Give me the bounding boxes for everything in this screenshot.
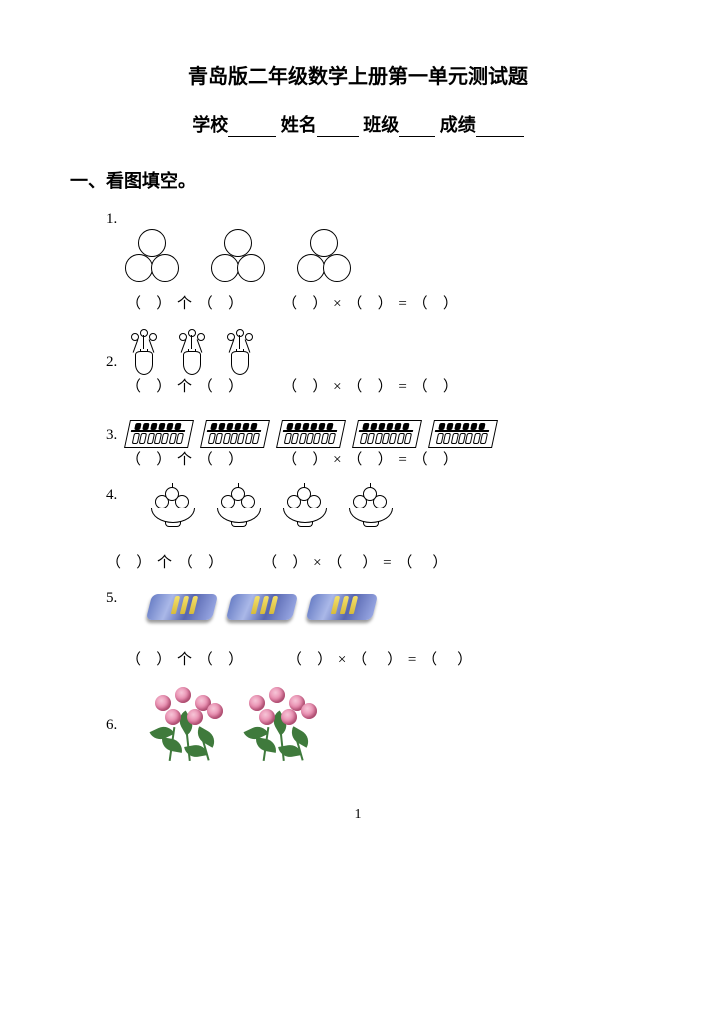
q6-number: 6. bbox=[106, 717, 117, 734]
abacus-icon bbox=[431, 414, 495, 448]
q1-picture-row bbox=[126, 229, 646, 282]
flower-vase-icon bbox=[127, 331, 159, 375]
q1-answer-line[interactable]: （ ） 个 （ ） （ ） × （ ） = （ ） bbox=[126, 292, 646, 313]
flower-vase-icon bbox=[175, 331, 207, 375]
abacus-icon bbox=[279, 414, 343, 448]
fruit-plate-icon bbox=[345, 487, 395, 527]
student-info-line: 学校 姓名 班级 成绩 bbox=[70, 111, 646, 137]
section-1-heading: 一、看图填空。 bbox=[70, 167, 646, 193]
rose-bouquet-icon bbox=[147, 687, 231, 767]
page-number: 1 bbox=[70, 807, 646, 823]
q3-number: 3. bbox=[106, 427, 117, 444]
score-blank[interactable] bbox=[476, 118, 524, 137]
school-blank[interactable] bbox=[228, 118, 276, 137]
q2-answer-line[interactable]: （ ） 个 （ ） （ ） × （ ） = （ ） bbox=[126, 375, 646, 396]
circle-group-icon bbox=[212, 229, 264, 282]
circle-group-icon bbox=[126, 229, 178, 282]
fruit-plate-icon bbox=[213, 487, 263, 527]
q4-picture-row bbox=[147, 487, 405, 527]
question-3: 3. （ ） 个 （ ） （ ） × （ ） = （ ） bbox=[106, 414, 646, 469]
pencil-case-icon bbox=[147, 590, 217, 624]
circle-group-icon bbox=[298, 229, 350, 282]
question-4: 4. （ ） 个 （ ） （ ） × （ ） = （ ） bbox=[106, 487, 646, 572]
class-label: 班级 bbox=[363, 115, 399, 135]
question-1: 1. （ ） 个 （ ） （ ） × （ ） = bbox=[106, 211, 646, 313]
fruit-plate-icon bbox=[147, 487, 197, 527]
q1-number: 1. bbox=[106, 211, 117, 228]
flower-vase-icon bbox=[223, 331, 255, 375]
q6-picture-row bbox=[147, 687, 329, 767]
question-5: 5. （ ） 个 （ ） （ ） × （ ） = （ ） bbox=[106, 590, 646, 669]
q2-number: 2. bbox=[106, 354, 117, 371]
q3-picture-row bbox=[127, 414, 501, 448]
pencil-case-icon bbox=[227, 590, 297, 624]
q4-answer-line[interactable]: （ ） 个 （ ） （ ） × （ ） = （ ） bbox=[106, 551, 646, 572]
q4-number: 4. bbox=[106, 487, 117, 504]
score-label: 成绩 bbox=[440, 115, 476, 135]
name-label: 姓名 bbox=[281, 115, 317, 135]
pencil-case-icon bbox=[307, 590, 377, 624]
worksheet-page: 青岛版二年级数学上册第一单元测试题 学校 姓名 班级 成绩 一、看图填空。 1.… bbox=[0, 0, 716, 863]
fruit-plate-icon bbox=[279, 487, 329, 527]
rose-bouquet-icon bbox=[241, 687, 325, 767]
school-label: 学校 bbox=[192, 115, 228, 135]
abacus-icon bbox=[355, 414, 419, 448]
class-blank[interactable] bbox=[399, 118, 435, 137]
q5-answer-line[interactable]: （ ） 个 （ ） （ ） × （ ） = （ ） bbox=[126, 648, 646, 669]
q3-answer-line[interactable]: （ ） 个 （ ） （ ） × （ ） = （ ） bbox=[126, 448, 646, 469]
q2-picture-row bbox=[127, 331, 265, 375]
q5-picture-row bbox=[147, 590, 381, 624]
name-blank[interactable] bbox=[317, 118, 359, 137]
q5-number: 5. bbox=[106, 590, 117, 607]
page-title: 青岛版二年级数学上册第一单元测试题 bbox=[70, 60, 646, 89]
question-2: 2. （ ） 个 bbox=[106, 331, 646, 396]
abacus-icon bbox=[127, 414, 191, 448]
question-6: 6. bbox=[106, 687, 646, 777]
abacus-icon bbox=[203, 414, 267, 448]
